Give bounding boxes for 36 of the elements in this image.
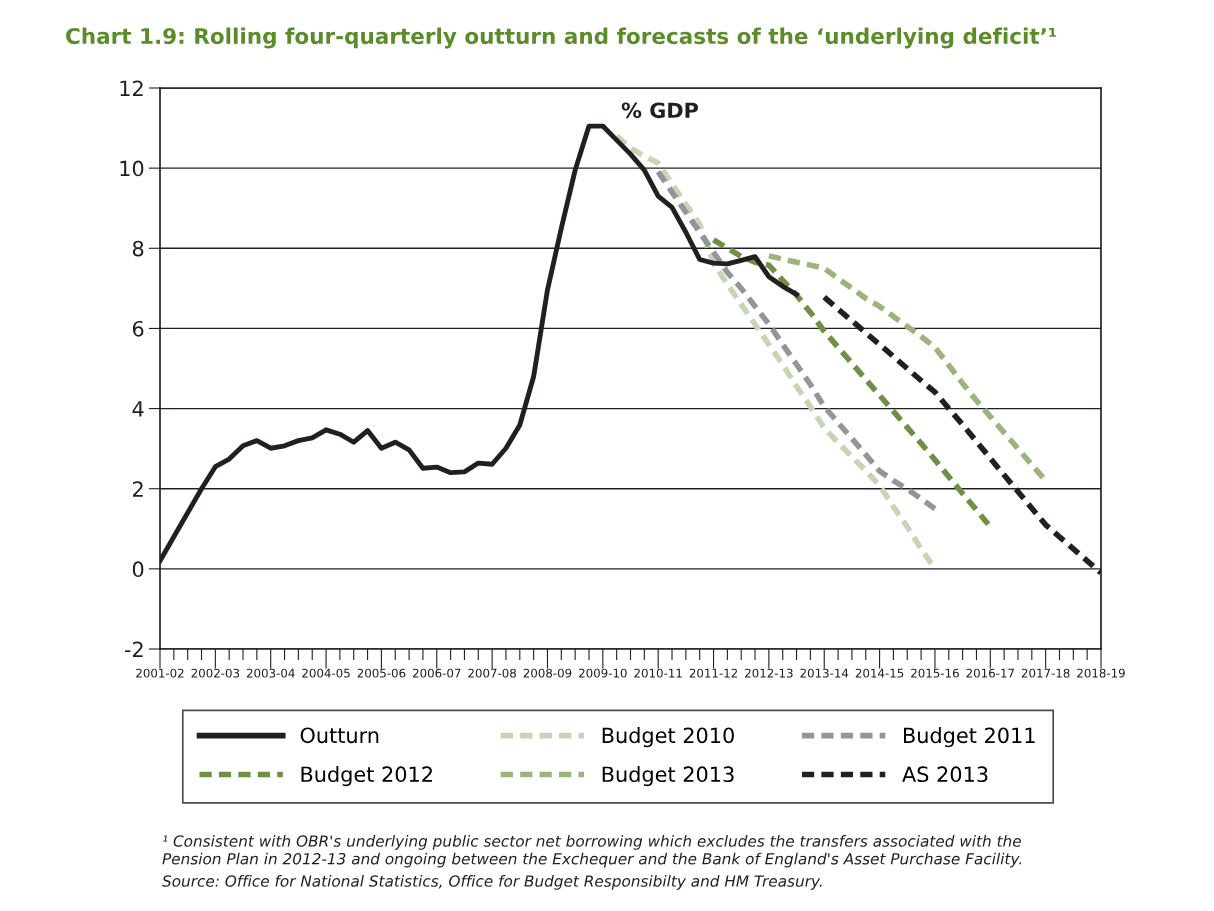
y-tick-label: 8 <box>132 240 144 257</box>
y-tick-label: -2 <box>124 641 143 657</box>
x-tick-label: 2010-11 <box>634 668 682 678</box>
x-tick-label: 2009-10 <box>579 668 627 678</box>
y-tick-label: 0 <box>132 561 144 578</box>
x-tick-label: 2014-15 <box>855 668 904 678</box>
x-tick-label: 2006-07 <box>412 668 461 678</box>
x-tick-label: 2017-18 <box>1021 668 1070 678</box>
x-tick-label: 2013-14 <box>800 668 849 678</box>
legend-label: Budget 2012 <box>301 766 432 787</box>
source-note: Source: Office for National Statistics, Office for Budget Responsibilty and HM Treasury. <box>162 875 822 890</box>
legend-label: Outturn <box>300 727 379 744</box>
x-tick-label: 2003-04 <box>246 668 295 678</box>
legend-label: Budget 2010 <box>602 727 734 748</box>
y-tick-label: 2 <box>132 481 143 497</box>
y-tick-label: 4 <box>132 401 144 417</box>
text: ¹ Consistent with OBR's underlying public sector net borrowing which excludes the transfers associated with the Pension Plan in 2012-13 and ongoing between the Exchequer and the Bank of England's Asset Purchase Facility. <box>162 835 1022 868</box>
legend-label: Budget 2013 <box>602 766 734 787</box>
x-tick-label: 2012-13 <box>745 668 793 678</box>
legend-label: Budget 2011 <box>904 727 1035 748</box>
y-tick-label: 6 <box>132 320 144 337</box>
x-tick-label: 2008-09 <box>523 668 572 678</box>
x-tick-label: 2016-17 <box>966 668 1014 678</box>
x-tick-label: 2015-16 <box>911 668 959 678</box>
chart-title: Chart 1.9: Rolling four-quarterly outturn and forecasts of the ‘underlying deficit’¹ <box>66 27 1057 49</box>
x-tick-label: 2007-08 <box>468 668 516 678</box>
y-tick-label: 10 <box>120 160 144 177</box>
x-tick-label: 2001-02 <box>136 668 184 678</box>
x-tick-label: 2018-19 <box>1077 668 1125 678</box>
x-tick-label: 2004-05 <box>302 668 350 678</box>
x-tick-label: 2002-03 <box>191 668 240 678</box>
x-tick-label: 2011-12 <box>689 668 738 678</box>
y-tick-label: 12 <box>120 80 143 96</box>
x-tick-label: 2005-06 <box>357 668 406 678</box>
legend-label: AS 2013 <box>902 766 988 783</box>
y-axis-title: % GDP <box>621 102 699 119</box>
